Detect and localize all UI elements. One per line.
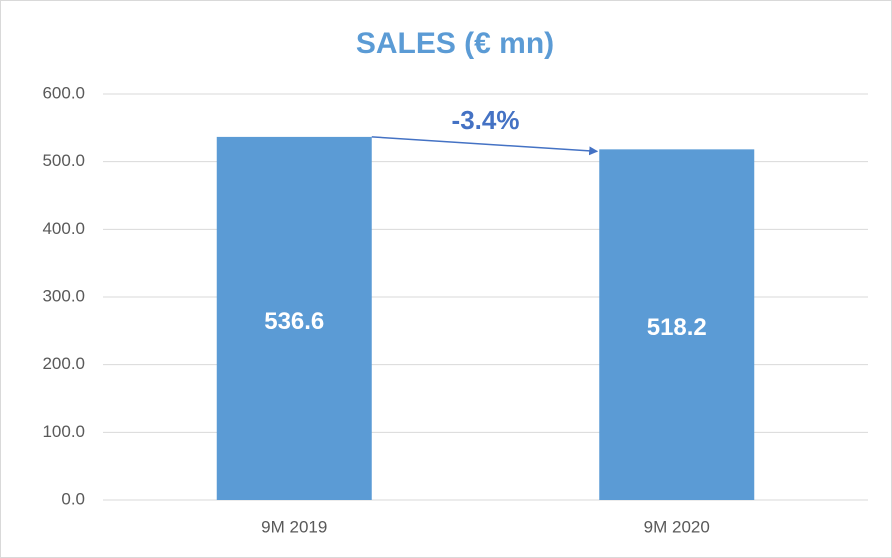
y-tick-label: 300.0 [42, 286, 85, 305]
y-tick-label: 600.0 [42, 83, 85, 102]
change-annotation: -3.4% [452, 105, 520, 135]
y-tick-label: 400.0 [42, 219, 85, 238]
y-tick-label: 0.0 [61, 489, 85, 508]
change-arrow [371, 136, 599, 156]
data-label: 518.2 [647, 314, 707, 341]
y-tick-label: 500.0 [42, 151, 85, 170]
y-tick-label: 100.0 [42, 422, 85, 441]
bar [599, 149, 755, 501]
x-tick-label: 9M 2020 [644, 517, 710, 536]
x-tick-label: 9M 2019 [261, 517, 327, 536]
y-tick-label: 200.0 [42, 354, 85, 373]
bar [216, 136, 372, 500]
chart-title: SALES (€ mn) [356, 27, 554, 60]
data-label: 536.6 [264, 308, 324, 335]
